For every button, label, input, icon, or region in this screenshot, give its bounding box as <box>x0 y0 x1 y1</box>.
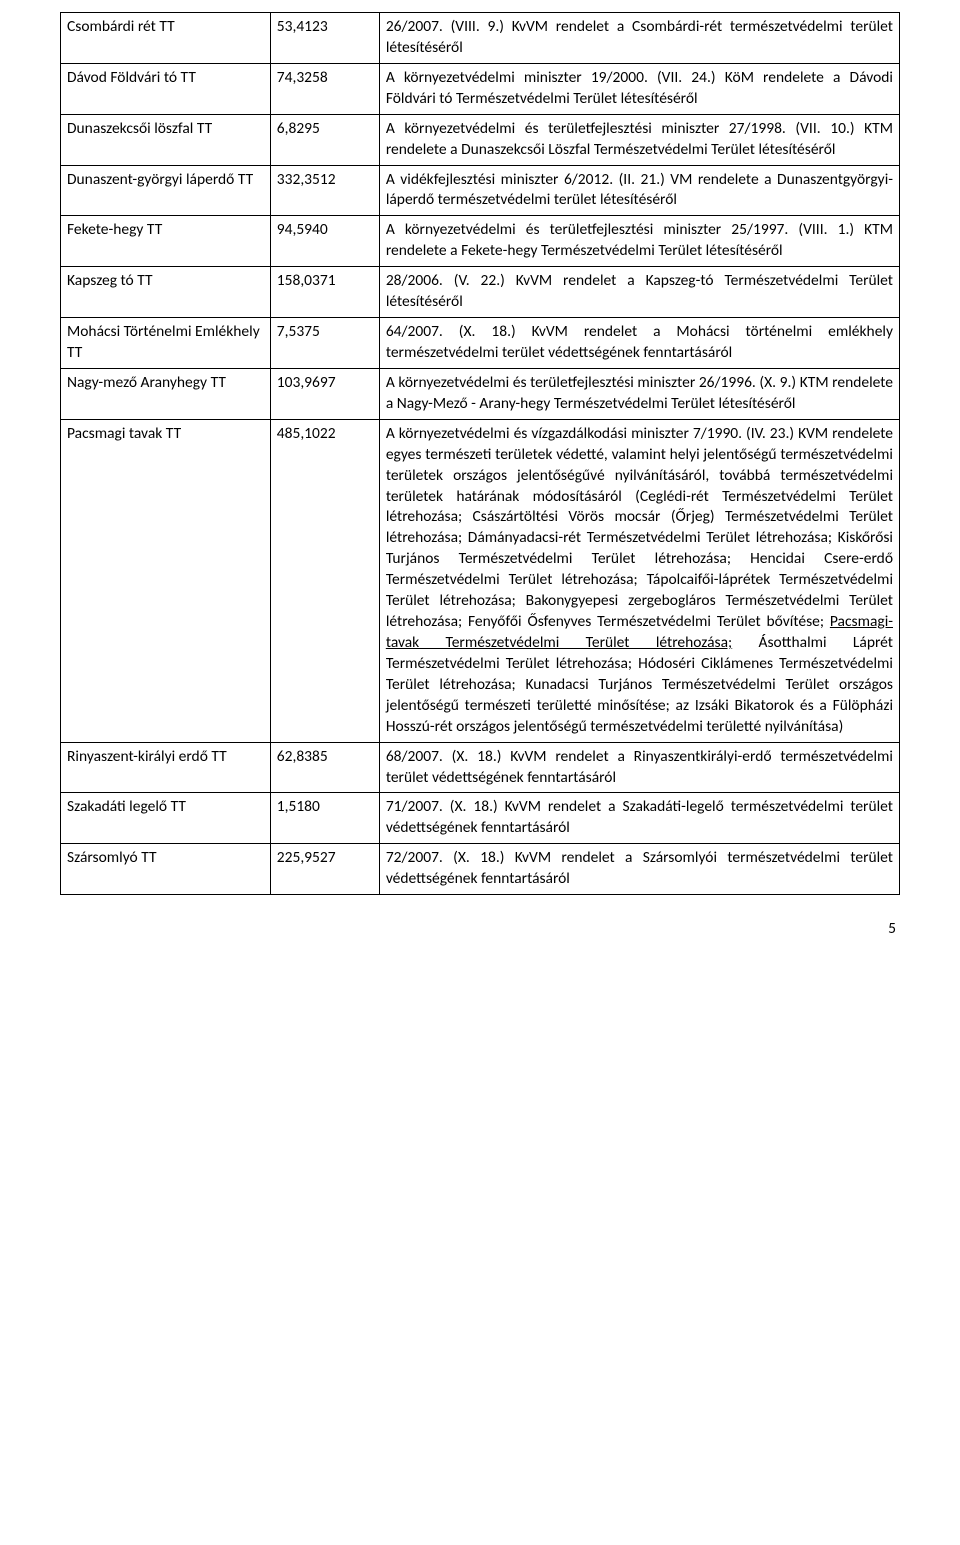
protected-areas-table: Csombárdi rét TT53,412326/2007. (VIII. 9… <box>60 12 900 895</box>
area-value: 62,8385 <box>270 742 379 793</box>
area-name: Nagy-mező Aranyhegy TT <box>61 368 271 419</box>
area-value: 332,3512 <box>270 165 379 216</box>
area-value: 7,5375 <box>270 318 379 369</box>
area-value: 53,4123 <box>270 13 379 64</box>
area-description: 72/2007. (X. 18.) KvVM rendelet a Szárso… <box>379 844 899 895</box>
area-description: A környezetvédelmi és területfejlesztési… <box>379 368 899 419</box>
area-value: 94,5940 <box>270 216 379 267</box>
area-name: Kapszeg tó TT <box>61 267 271 318</box>
area-name: Rinyaszent-királyi erdő TT <box>61 742 271 793</box>
area-description: 28/2006. (V. 22.) KvVM rendelet a Kapsze… <box>379 267 899 318</box>
area-description: 71/2007. (X. 18.) KvVM rendelet a Szakad… <box>379 793 899 844</box>
table-row: Dunaszent-györgyi láperdő TT332,3512A vi… <box>61 165 900 216</box>
area-description: 68/2007. (X. 18.) KvVM rendelet a Rinyas… <box>379 742 899 793</box>
table-row: Pacsmagi tavak TT485,1022A környezetvéde… <box>61 419 900 742</box>
area-name: Mohácsi Történelmi Emlékhely TT <box>61 318 271 369</box>
area-value: 1,5180 <box>270 793 379 844</box>
area-value: 103,9697 <box>270 368 379 419</box>
area-value: 6,8295 <box>270 114 379 165</box>
area-description: A vidékfejlesztési miniszter 6/2012. (II… <box>379 165 899 216</box>
area-name: Dávod Földvári tó TT <box>61 63 271 114</box>
table-row: Nagy-mező Aranyhegy TT103,9697A környeze… <box>61 368 900 419</box>
area-description: 26/2007. (VIII. 9.) KvVM rendelet a Csom… <box>379 13 899 64</box>
area-value: 225,9527 <box>270 844 379 895</box>
table-row: Dávod Földvári tó TT74,3258A környezetvé… <box>61 63 900 114</box>
area-description: A környezetvédelmi és vízgazdálkodási mi… <box>379 419 899 742</box>
table-row: Dunaszekcsői löszfal TT6,8295A környezet… <box>61 114 900 165</box>
area-name: Dunaszekcsői löszfal TT <box>61 114 271 165</box>
area-value: 158,0371 <box>270 267 379 318</box>
page-number: 5 <box>60 919 900 938</box>
table-row: Szársomlyó TT225,952772/2007. (X. 18.) K… <box>61 844 900 895</box>
area-name: Pacsmagi tavak TT <box>61 419 271 742</box>
area-value: 74,3258 <box>270 63 379 114</box>
area-description: A környezetvédelmi és területfejlesztési… <box>379 216 899 267</box>
area-name: Szársomlyó TT <box>61 844 271 895</box>
table-row: Mohácsi Történelmi Emlékhely TT7,537564/… <box>61 318 900 369</box>
area-name: Fekete-hegy TT <box>61 216 271 267</box>
area-value: 485,1022 <box>270 419 379 742</box>
table-row: Rinyaszent-királyi erdő TT62,838568/2007… <box>61 742 900 793</box>
area-name: Szakadáti legelő TT <box>61 793 271 844</box>
table-row: Szakadáti legelő TT1,518071/2007. (X. 18… <box>61 793 900 844</box>
area-description: A környezetvédelmi és területfejlesztési… <box>379 114 899 165</box>
area-name: Csombárdi rét TT <box>61 13 271 64</box>
table-row: Fekete-hegy TT94,5940A környezetvédelmi … <box>61 216 900 267</box>
area-description: A környezetvédelmi miniszter 19/2000. (V… <box>379 63 899 114</box>
desc-pre: A környezetvédelmi és vízgazdálkodási mi… <box>386 424 893 631</box>
area-description: 64/2007. (X. 18.) KvVM rendelet a Mohács… <box>379 318 899 369</box>
table-row: Csombárdi rét TT53,412326/2007. (VIII. 9… <box>61 13 900 64</box>
area-name: Dunaszent-györgyi láperdő TT <box>61 165 271 216</box>
table-row: Kapszeg tó TT158,037128/2006. (V. 22.) K… <box>61 267 900 318</box>
